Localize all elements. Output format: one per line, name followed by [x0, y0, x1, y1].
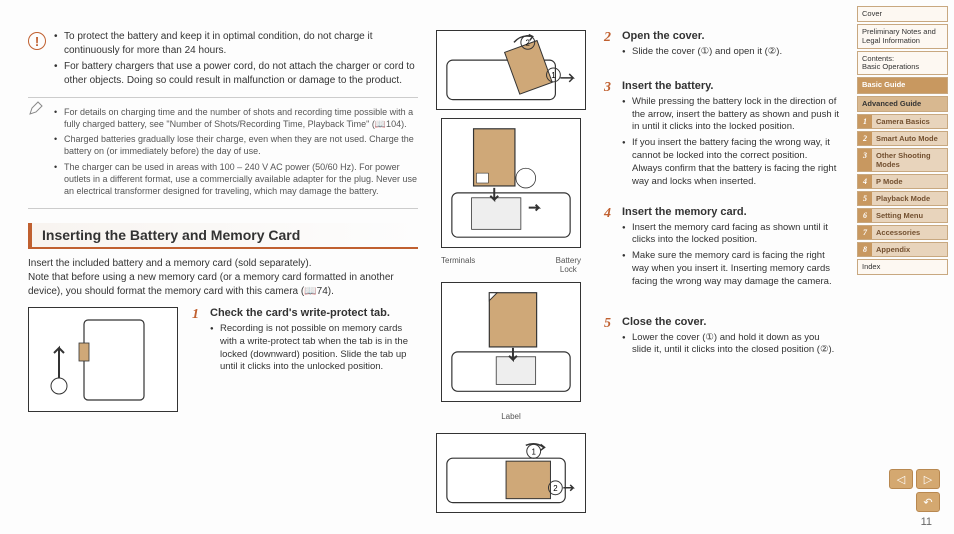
sidebar-sub-2[interactable]: 2Smart Auto Mode [857, 131, 948, 146]
warning-box: ! To protect the battery and keep it in … [28, 30, 418, 87]
sidebar-sub-5[interactable]: 5Playback Mode [857, 191, 948, 206]
illustration-insert-card [441, 282, 581, 402]
step-item: If you insert the battery facing the wro… [622, 137, 839, 188]
warning-icon: ! [28, 32, 46, 50]
card-label: Label [441, 412, 581, 421]
svg-text:2: 2 [526, 38, 530, 47]
step-number: 3 [604, 80, 622, 192]
pencil-icon [28, 100, 46, 118]
battery-lock-label: Battery Lock [556, 256, 581, 274]
step-title: Open the cover. [622, 30, 839, 42]
left-column: ! To protect the battery and keep it in … [28, 30, 418, 524]
sidebar-nav: Cover Preliminary Notes and Legal Inform… [857, 0, 954, 534]
note-item: The charger can be used in areas with 10… [54, 161, 418, 197]
nav-buttons: ◁ ▷ ↶ [882, 469, 940, 512]
sidebar-sub-4[interactable]: 4P Mode [857, 174, 948, 189]
step-title: Check the card's write-protect tab. [210, 307, 418, 319]
step-item: While pressing the battery lock in the d… [622, 96, 839, 134]
step-title: Insert the memory card. [622, 206, 839, 218]
page-number: 11 [921, 516, 932, 528]
step-2: 2 Open the cover. Slide the cover (①) an… [604, 30, 839, 62]
step-title: Insert the battery. [622, 80, 839, 92]
step-item: Lower the cover (①) and hold it down as … [622, 332, 839, 358]
svg-text:1: 1 [551, 71, 555, 80]
illustration-column: 1 2 Terminals Battery Lock [436, 30, 586, 524]
svg-text:2: 2 [553, 484, 557, 493]
warning-item: To protect the battery and keep it in op… [54, 30, 418, 57]
svg-text:1: 1 [531, 447, 535, 456]
step-number: 5 [604, 316, 622, 361]
illustration-open-cover: 1 2 [436, 30, 586, 110]
right-column: 2 Open the cover. Slide the cover (①) an… [604, 30, 839, 524]
illustration-card-tab [28, 307, 178, 412]
step-3: 3 Insert the battery. While pressing the… [604, 80, 839, 192]
step-number: 1 [192, 307, 210, 412]
sidebar-index[interactable]: Index [857, 259, 948, 275]
illustration-close-cover: 1 2 [436, 433, 586, 513]
step-number: 4 [604, 206, 622, 292]
sidebar-sub-8[interactable]: 8Appendix [857, 242, 948, 257]
step-item: Make sure the memory card is facing the … [622, 250, 839, 288]
step-4: 4 Insert the memory card. Insert the mem… [604, 206, 839, 292]
note-box: For details on charging time and the num… [28, 97, 418, 209]
sidebar-sub-1[interactable]: 1Camera Basics [857, 114, 948, 129]
sidebar-sub-3[interactable]: 3Other Shooting Modes [857, 148, 948, 172]
section-intro: Insert the included battery and a memory… [28, 257, 418, 299]
sidebar-basic-guide[interactable]: Basic Guide [857, 77, 948, 93]
illustration-insert-battery [441, 118, 581, 248]
prev-page-button[interactable]: ◁ [889, 469, 913, 489]
sidebar-sub-7[interactable]: 7Accessories [857, 225, 948, 240]
step-item: Recording is not possible on memory card… [210, 323, 418, 374]
return-button[interactable]: ↶ [916, 492, 940, 512]
step-item: Insert the memory card facing as shown u… [622, 222, 839, 248]
step-title: Close the cover. [622, 316, 839, 328]
step-1: 1 Check the card's write-protect tab. Re… [28, 307, 418, 412]
sidebar-cover[interactable]: Cover [857, 6, 948, 22]
note-item: Charged batteries gradually lose their c… [54, 133, 418, 157]
sidebar-sub-6[interactable]: 6Setting Menu [857, 208, 948, 223]
note-item: For details on charging time and the num… [54, 106, 418, 130]
step-number: 2 [604, 30, 622, 62]
battery-labels: Terminals Battery Lock [441, 256, 581, 274]
terminals-label: Terminals [441, 256, 475, 274]
warning-list: To protect the battery and keep it in op… [54, 30, 418, 87]
section-title: Inserting the Battery and Memory Card [28, 223, 418, 249]
step-5: 5 Close the cover. Lower the cover (①) a… [604, 316, 839, 361]
sidebar-contents[interactable]: Contents: Basic Operations [857, 51, 948, 76]
next-page-button[interactable]: ▷ [916, 469, 940, 489]
note-list: For details on charging time and the num… [54, 106, 418, 197]
step-item: Slide the cover (①) and open it (②). [622, 46, 839, 59]
sidebar-advanced-guide[interactable]: Advanced Guide [857, 96, 948, 112]
warning-item: For battery chargers that use a power co… [54, 60, 418, 87]
sidebar-preliminary[interactable]: Preliminary Notes and Legal Information [857, 24, 948, 49]
